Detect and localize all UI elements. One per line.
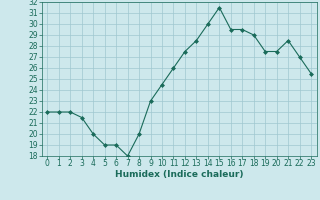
X-axis label: Humidex (Indice chaleur): Humidex (Indice chaleur) bbox=[115, 170, 244, 179]
